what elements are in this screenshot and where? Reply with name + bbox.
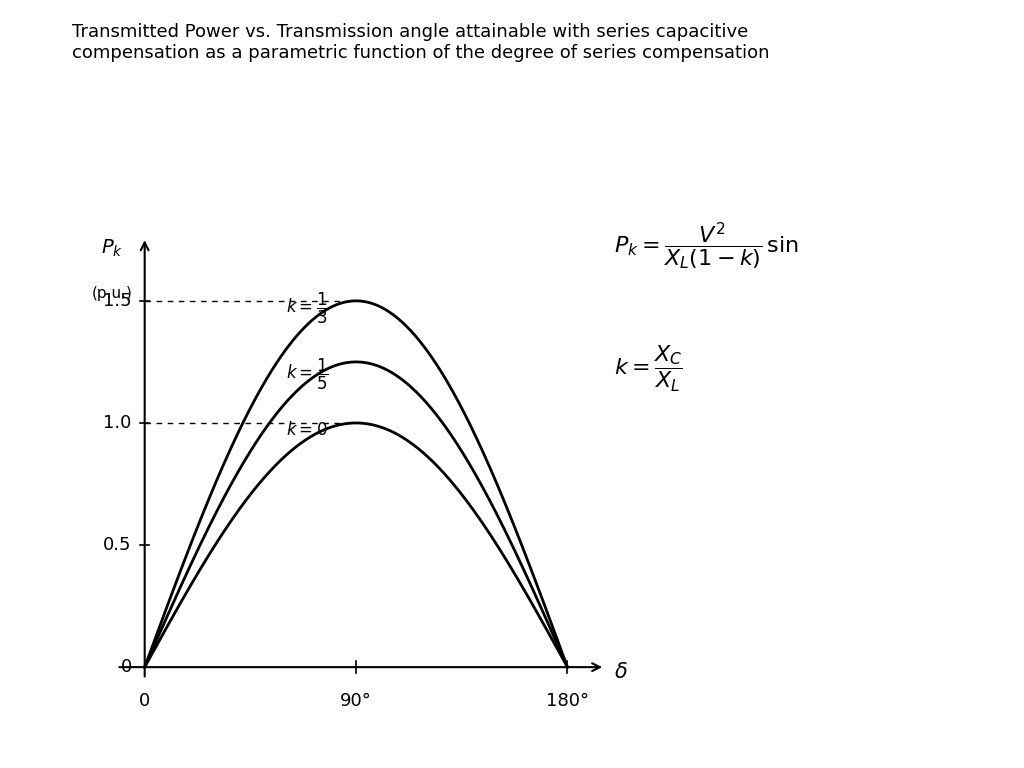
- Text: 1.5: 1.5: [103, 292, 132, 310]
- Text: $k=\dfrac{1}{5}$: $k=\dfrac{1}{5}$: [286, 356, 329, 392]
- Text: $k = 0$: $k = 0$: [286, 422, 327, 439]
- Text: 90°: 90°: [340, 691, 372, 710]
- Text: 0: 0: [139, 691, 151, 710]
- Text: (p.u.): (p.u.): [91, 286, 132, 301]
- Text: 0.5: 0.5: [103, 536, 132, 554]
- Text: Transmitted Power vs. Transmission angle attainable with series capacitive
compe: Transmitted Power vs. Transmission angle…: [72, 23, 769, 62]
- Text: 0: 0: [121, 658, 132, 676]
- Text: 180°: 180°: [546, 691, 589, 710]
- Text: $k=\dfrac{1}{3}$: $k=\dfrac{1}{3}$: [286, 290, 329, 326]
- Text: $P_k = \dfrac{V^2}{X_L(1-k)}\,\mathrm{sin}$: $P_k = \dfrac{V^2}{X_L(1-k)}\,\mathrm{si…: [614, 220, 800, 272]
- Text: $\delta$: $\delta$: [614, 662, 628, 682]
- Text: $k = \dfrac{X_C}{X_L}$: $k = \dfrac{X_C}{X_L}$: [614, 343, 683, 394]
- Text: $P_k$: $P_k$: [100, 238, 123, 260]
- Text: 1.0: 1.0: [103, 414, 132, 432]
